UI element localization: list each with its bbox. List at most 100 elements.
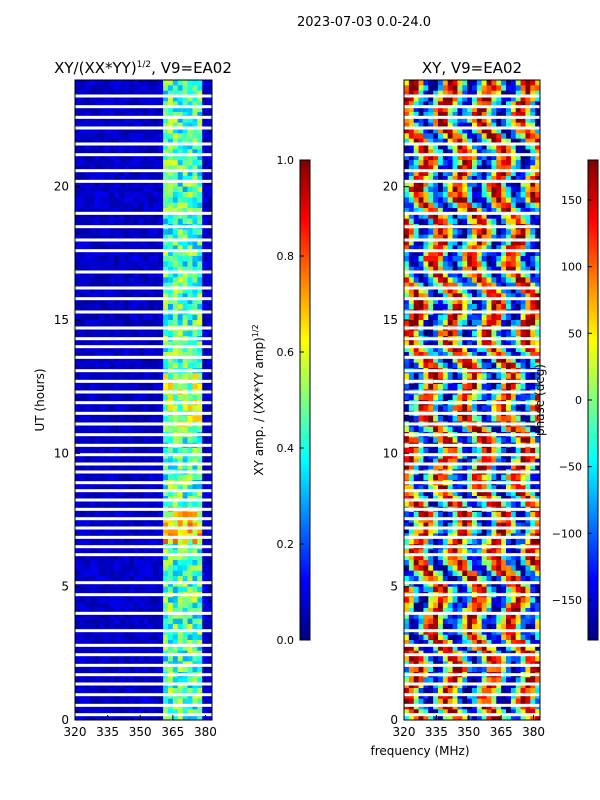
heatmap-cell — [114, 602, 120, 609]
heatmap-cell — [423, 330, 429, 337]
data-gap — [75, 249, 212, 253]
heatmap-cell — [99, 128, 105, 134]
heatmap-cell — [79, 357, 86, 364]
heatmap-cell — [467, 218, 473, 225]
heatmap-cell — [202, 261, 208, 268]
heatmap-cell — [84, 176, 91, 182]
heatmap-cell — [438, 330, 444, 337]
heatmap-cell — [99, 608, 105, 614]
heatmap-cell — [123, 186, 130, 193]
heatmap-cell — [467, 112, 473, 118]
heatmap-cell — [202, 576, 208, 582]
heatmap-cell — [501, 229, 507, 236]
heatmap-cell — [515, 112, 521, 118]
heatmap-cell — [123, 634, 130, 641]
heatmap-cell — [202, 250, 208, 257]
heatmap-cell — [408, 133, 415, 140]
heatmap-cell — [133, 474, 139, 481]
heatmap-cell — [133, 352, 139, 358]
heatmap-cell — [187, 320, 193, 326]
heatmap-cell — [109, 570, 115, 577]
amplitude-axes-frame — [74, 79, 213, 721]
heatmap-cell — [520, 346, 526, 353]
heatmap-cell — [138, 693, 144, 700]
heatmap-cell — [99, 192, 105, 198]
heatmap-cell — [438, 341, 444, 348]
heatmap-cell — [423, 176, 429, 182]
heatmap-cell — [94, 517, 100, 524]
heatmap-cell — [177, 240, 184, 246]
heatmap-cell — [438, 314, 444, 321]
heatmap-cell — [423, 362, 429, 369]
heatmap-cell — [167, 602, 174, 609]
heatmap-cell — [202, 176, 208, 182]
heatmap-cell — [491, 176, 497, 182]
heatmap-cell — [197, 501, 203, 508]
heatmap-cell — [177, 144, 184, 150]
heatmap-cell — [481, 117, 487, 124]
heatmap-cell — [133, 346, 139, 353]
heatmap-cell — [515, 218, 521, 225]
heatmap-cell — [476, 96, 483, 102]
heatmap-cell — [158, 549, 164, 556]
heatmap-cell — [525, 202, 531, 209]
heatmap-cell — [207, 517, 213, 524]
heatmap-cell — [133, 186, 139, 193]
heatmap-cell — [452, 181, 458, 188]
heatmap-cell — [114, 122, 120, 129]
heatmap-cell — [457, 314, 463, 321]
heatmap-cell — [462, 213, 468, 220]
heatmap-cell — [462, 293, 468, 300]
heatmap-cell — [123, 154, 130, 161]
heatmap-cell — [408, 229, 415, 236]
heatmap-cell — [491, 320, 497, 326]
heatmap-cell — [462, 181, 468, 188]
figure-suptitle: 2023-07-03 0.0-24.0 — [297, 15, 431, 30]
heatmap-cell — [467, 181, 473, 188]
heatmap-cell — [109, 192, 115, 198]
heatmap-cell — [202, 256, 208, 262]
heatmap-cell — [133, 522, 139, 529]
heatmap-cell — [404, 90, 410, 97]
heatmap-cell — [501, 160, 507, 166]
heatmap-cell — [158, 490, 164, 497]
heatmap-cell — [520, 160, 526, 166]
heatmap-cell — [404, 288, 410, 294]
heatmap-cell — [94, 80, 100, 86]
heatmap-cell — [428, 192, 434, 198]
heatmap-cell — [138, 528, 144, 534]
heatmap-cell — [197, 80, 203, 86]
heatmap-cell — [99, 154, 105, 161]
heatmap-cell — [133, 576, 139, 582]
heatmap-cell — [123, 666, 130, 673]
heatmap-cell — [462, 352, 468, 358]
heatmap-cell — [207, 128, 213, 134]
heatmap-cell — [158, 101, 164, 108]
heatmap-cell — [143, 682, 149, 689]
heatmap-cell — [119, 522, 125, 529]
heatmap-cell — [530, 240, 536, 246]
heatmap-cell — [207, 464, 213, 470]
heatmap-cell — [197, 576, 203, 582]
heatmap-cell — [197, 613, 203, 620]
heatmap-cell — [530, 357, 536, 364]
heatmap-cell — [182, 85, 188, 92]
heatmap-cell — [418, 240, 424, 246]
heatmap-cell — [119, 634, 125, 641]
heatmap-cell — [418, 96, 424, 102]
heatmap-cell — [182, 293, 188, 300]
heatmap-cell — [172, 149, 179, 156]
heatmap-cell — [89, 517, 95, 524]
heatmap-cell — [167, 320, 174, 326]
heatmap-cell — [418, 245, 424, 252]
heatmap-cell — [525, 314, 531, 321]
heatmap-cell — [79, 416, 86, 422]
data-gap — [75, 663, 212, 667]
heatmap-cell — [114, 549, 120, 556]
heatmap-cell — [163, 106, 169, 113]
heatmap-cell — [104, 154, 110, 161]
colorbar-tick-label: 0.6 — [277, 346, 295, 359]
heatmap-cell — [192, 266, 198, 273]
heatmap-cell — [404, 213, 410, 220]
heatmap-cell — [104, 357, 110, 364]
